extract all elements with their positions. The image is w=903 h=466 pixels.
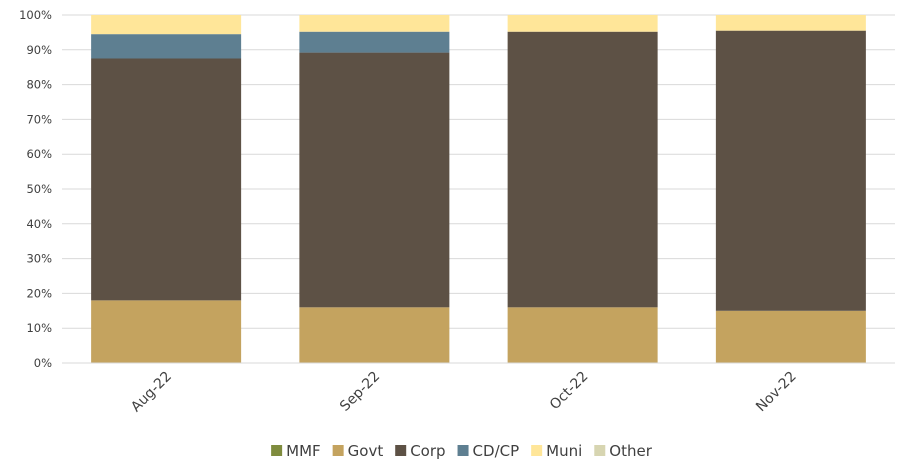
legend-swatch [332,445,344,456]
bar-segment-corp-nov-22 [715,30,866,311]
bar-segment-govt-sep-22 [299,307,450,363]
bars [91,15,866,363]
bar-segment-muni-oct-22 [507,15,658,32]
x-tick-label: Nov-22 [753,369,800,416]
bar-segment-govt-aug-22 [91,300,242,363]
x-tick-label: Oct-22 [547,369,592,414]
legend-label: MMF [286,442,321,460]
bar-segment-corp-aug-22 [91,58,242,301]
legend-label: Govt [348,442,384,460]
y-axis-tick-labels: 0% 10% 20% 30% 40% 50% 60% 70% 80% 90% 100% [19,8,52,370]
bar-segment-corp-sep-22 [299,52,450,308]
legend-label: Muni [546,442,582,460]
y-tick-label: 0% [34,356,52,370]
bar-segment-muni-aug-22 [91,15,242,35]
legend-swatch [594,445,606,456]
bar-segment-corp-oct-22 [507,31,658,308]
legend: MMF Govt Corp CD/CP Muni Other [271,442,653,460]
x-axis-tick-labels: Aug-22 Sep-22 Oct-22 Nov-22 [128,369,800,416]
legend-swatch [271,445,283,456]
bar-segment-muni-nov-22 [715,15,866,31]
legend-item-muni: Muni [531,442,582,460]
legend-swatch [457,445,469,456]
legend-swatch [531,445,543,456]
y-tick-label: 40% [26,217,52,231]
y-tick-label: 70% [26,112,52,126]
bar-segment-muni-sep-22 [299,15,450,32]
legend-item-corp: Corp [395,442,446,460]
legend-item-mmf: MMF [271,442,321,460]
x-tick-label: Aug-22 [128,369,175,416]
bar-segment-cd-cp-sep-22 [299,31,450,53]
y-tick-label: 100% [19,8,52,22]
bar-segment-govt-oct-22 [507,307,658,363]
y-tick-label: 80% [26,78,52,92]
bar-segment-cd-cp-aug-22 [91,34,242,59]
legend-item-govt: Govt [332,442,384,460]
y-tick-label: 30% [26,252,52,266]
y-tick-label: 90% [26,43,52,57]
bar-segment-govt-nov-22 [715,310,866,363]
y-tick-label: 20% [26,286,52,300]
legend-label: Other [609,442,652,460]
y-tick-label: 60% [26,147,52,161]
legend-item-other: Other [594,442,653,460]
legend-swatch [395,445,407,456]
legend-label: Corp [410,442,445,460]
legend-item-cd-cp: CD/CP [457,442,520,460]
y-tick-label: 50% [26,182,52,196]
legend-label: CD/CP [473,442,520,460]
x-tick-label: Sep-22 [337,369,383,415]
y-tick-label: 10% [26,321,52,335]
